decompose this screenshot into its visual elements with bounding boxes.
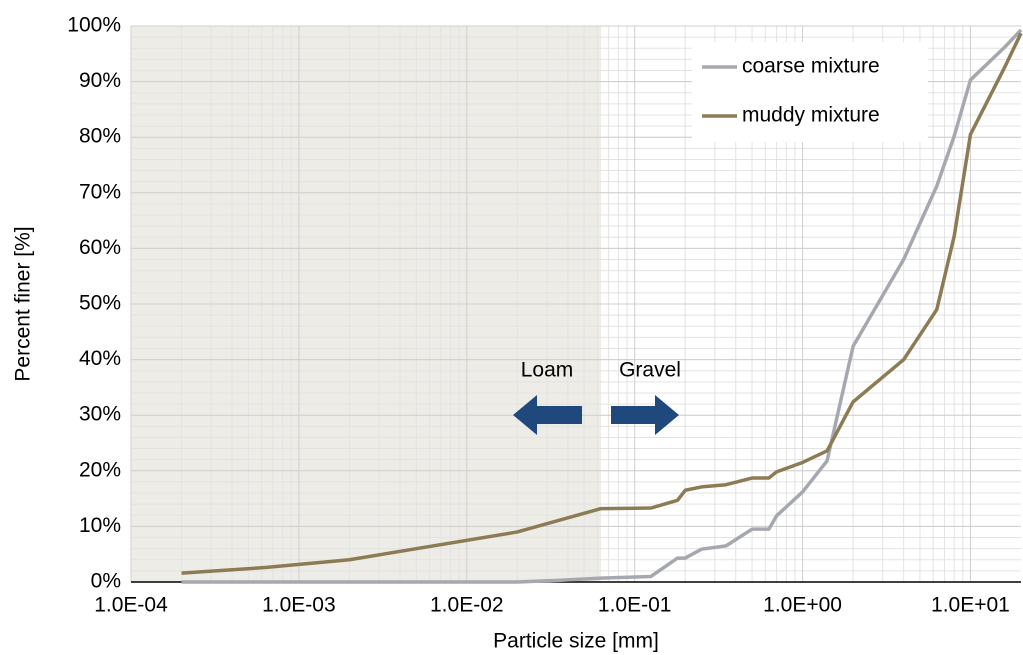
line-series (181, 32, 1023, 575)
y-tick-label: 10% (79, 514, 121, 537)
y-tick-label: 60% (79, 236, 121, 259)
x-tick-label: 1.0E-01 (598, 594, 672, 617)
y-tick-label: 70% (79, 180, 121, 203)
x-tick-label: 1.0E+00 (763, 594, 842, 617)
line-series (181, 28, 1023, 584)
annotation: Gravel (619, 359, 681, 382)
x-tick-label: 1.0E-04 (94, 594, 168, 617)
y-tick-label: 100% (67, 14, 121, 37)
y-tick-label: 90% (79, 69, 121, 92)
x-tick-label: 1.0E+01 (931, 594, 1010, 617)
arrow-right (611, 395, 679, 435)
y-tick-label: 30% (79, 403, 121, 426)
x-axis-label: Particle size [mm] (493, 630, 659, 653)
y-tick-label: 0% (91, 570, 121, 593)
y-tick-label: 80% (79, 125, 121, 148)
y-tick-label: 50% (79, 292, 121, 315)
legend-box (692, 42, 928, 142)
y-tick-label: 40% (79, 347, 121, 370)
annotation: Loam (521, 359, 574, 382)
arrow-left (513, 395, 582, 435)
legend-label: muddy mixture (742, 104, 880, 127)
y-axis-label: Percent finer [%] (12, 226, 35, 381)
x-tick-label: 1.0E-02 (430, 594, 504, 617)
legend-label: coarse mixture (742, 55, 880, 78)
x-tick-label: 1.0E-03 (262, 594, 336, 617)
y-tick-label: 20% (79, 458, 121, 481)
